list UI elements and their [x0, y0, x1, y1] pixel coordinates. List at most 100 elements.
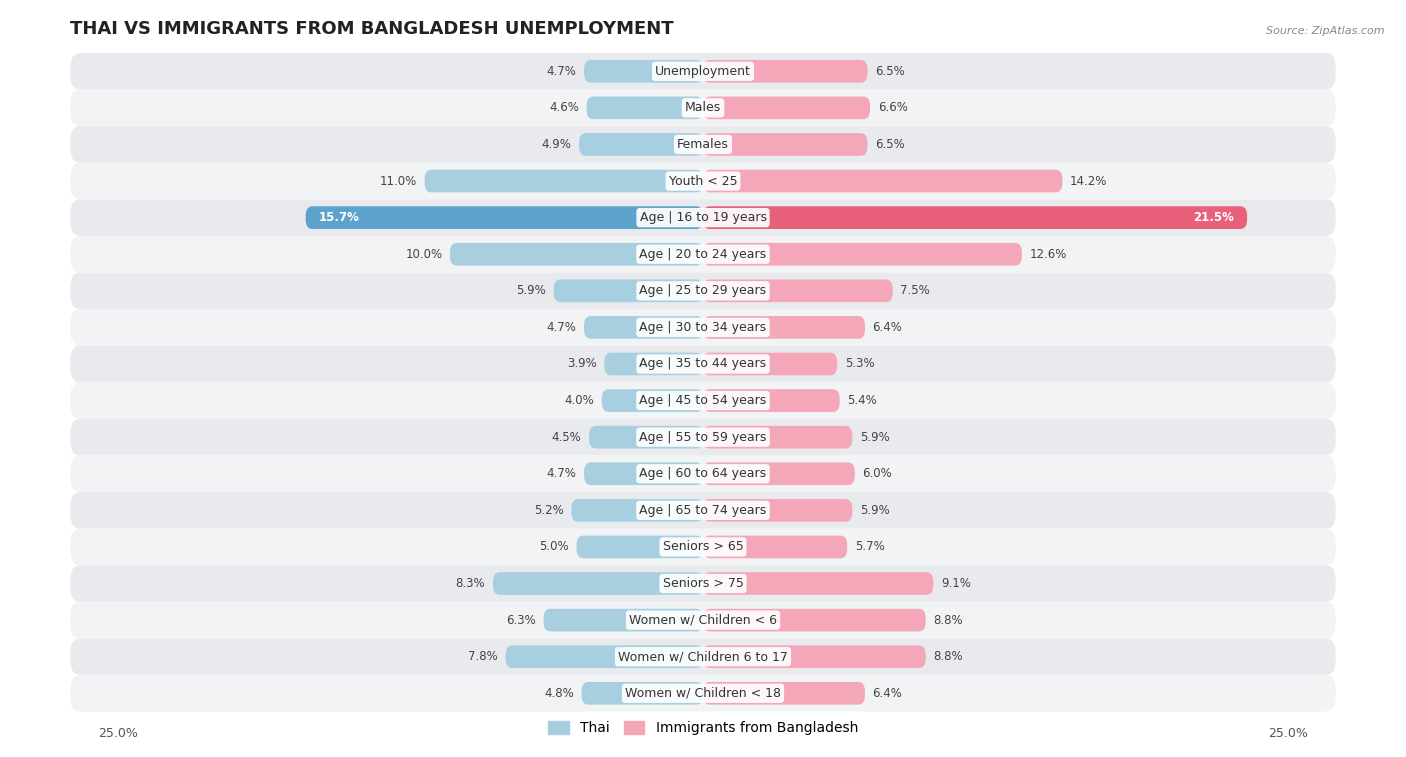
Text: 14.2%: 14.2% [1070, 175, 1108, 188]
Text: Unemployment: Unemployment [655, 65, 751, 78]
FancyBboxPatch shape [70, 89, 1336, 126]
Text: Source: ZipAtlas.com: Source: ZipAtlas.com [1267, 26, 1385, 36]
FancyBboxPatch shape [70, 126, 1336, 163]
Text: 10.0%: 10.0% [405, 248, 443, 260]
Text: 5.7%: 5.7% [855, 540, 884, 553]
Text: 6.0%: 6.0% [862, 467, 893, 480]
FancyBboxPatch shape [586, 97, 703, 119]
FancyBboxPatch shape [602, 389, 703, 412]
Text: Age | 45 to 54 years: Age | 45 to 54 years [640, 394, 766, 407]
Text: 5.9%: 5.9% [860, 504, 890, 517]
Text: 5.4%: 5.4% [848, 394, 877, 407]
FancyBboxPatch shape [576, 536, 703, 558]
Text: Age | 60 to 64 years: Age | 60 to 64 years [640, 467, 766, 480]
Text: Women w/ Children < 6: Women w/ Children < 6 [628, 614, 778, 627]
Text: Age | 25 to 29 years: Age | 25 to 29 years [640, 285, 766, 298]
FancyBboxPatch shape [703, 60, 868, 83]
FancyBboxPatch shape [703, 389, 839, 412]
FancyBboxPatch shape [703, 97, 870, 119]
Text: Age | 16 to 19 years: Age | 16 to 19 years [640, 211, 766, 224]
Text: Women w/ Children < 18: Women w/ Children < 18 [626, 687, 780, 699]
FancyBboxPatch shape [450, 243, 703, 266]
FancyBboxPatch shape [583, 60, 703, 83]
Text: 6.5%: 6.5% [875, 65, 905, 78]
Text: 5.3%: 5.3% [845, 357, 875, 370]
FancyBboxPatch shape [544, 609, 703, 631]
FancyBboxPatch shape [583, 463, 703, 485]
Text: 21.5%: 21.5% [1194, 211, 1234, 224]
FancyBboxPatch shape [583, 316, 703, 338]
Text: 8.8%: 8.8% [934, 614, 963, 627]
Text: THAI VS IMMIGRANTS FROM BANGLADESH UNEMPLOYMENT: THAI VS IMMIGRANTS FROM BANGLADESH UNEMP… [70, 20, 673, 38]
FancyBboxPatch shape [703, 572, 934, 595]
FancyBboxPatch shape [70, 273, 1336, 309]
Text: 8.8%: 8.8% [934, 650, 963, 663]
Text: 8.3%: 8.3% [456, 577, 485, 590]
Text: Age | 30 to 34 years: Age | 30 to 34 years [640, 321, 766, 334]
FancyBboxPatch shape [70, 419, 1336, 456]
FancyBboxPatch shape [70, 675, 1336, 712]
Text: 6.4%: 6.4% [873, 321, 903, 334]
Text: 25.0%: 25.0% [1268, 727, 1308, 740]
Text: 4.9%: 4.9% [541, 138, 571, 151]
FancyBboxPatch shape [703, 243, 1022, 266]
Text: Age | 35 to 44 years: Age | 35 to 44 years [640, 357, 766, 370]
Text: Females: Females [678, 138, 728, 151]
Text: 5.0%: 5.0% [540, 540, 569, 553]
Text: 4.6%: 4.6% [550, 101, 579, 114]
FancyBboxPatch shape [70, 492, 1336, 528]
Text: 11.0%: 11.0% [380, 175, 418, 188]
FancyBboxPatch shape [703, 646, 925, 668]
Text: 15.7%: 15.7% [318, 211, 359, 224]
Text: 6.5%: 6.5% [875, 138, 905, 151]
FancyBboxPatch shape [703, 353, 837, 375]
FancyBboxPatch shape [703, 133, 868, 156]
FancyBboxPatch shape [703, 426, 852, 448]
FancyBboxPatch shape [703, 316, 865, 338]
Text: 9.1%: 9.1% [941, 577, 970, 590]
Text: 3.9%: 3.9% [567, 357, 596, 370]
FancyBboxPatch shape [70, 456, 1336, 492]
FancyBboxPatch shape [554, 279, 703, 302]
Text: 6.4%: 6.4% [873, 687, 903, 699]
FancyBboxPatch shape [571, 499, 703, 522]
Text: 12.6%: 12.6% [1029, 248, 1067, 260]
FancyBboxPatch shape [70, 236, 1336, 273]
Text: Seniors > 65: Seniors > 65 [662, 540, 744, 553]
FancyBboxPatch shape [425, 170, 703, 192]
FancyBboxPatch shape [589, 426, 703, 448]
FancyBboxPatch shape [703, 463, 855, 485]
FancyBboxPatch shape [582, 682, 703, 705]
Text: Age | 65 to 74 years: Age | 65 to 74 years [640, 504, 766, 517]
FancyBboxPatch shape [703, 279, 893, 302]
Text: 5.9%: 5.9% [860, 431, 890, 444]
Text: 4.5%: 4.5% [551, 431, 582, 444]
FancyBboxPatch shape [70, 602, 1336, 638]
Text: 7.8%: 7.8% [468, 650, 498, 663]
FancyBboxPatch shape [506, 646, 703, 668]
FancyBboxPatch shape [70, 528, 1336, 565]
FancyBboxPatch shape [70, 309, 1336, 346]
FancyBboxPatch shape [305, 207, 703, 229]
Legend: Thai, Immigrants from Bangladesh: Thai, Immigrants from Bangladesh [543, 716, 863, 741]
Text: 4.7%: 4.7% [547, 321, 576, 334]
FancyBboxPatch shape [605, 353, 703, 375]
FancyBboxPatch shape [494, 572, 703, 595]
Text: 5.2%: 5.2% [534, 504, 564, 517]
FancyBboxPatch shape [703, 170, 1063, 192]
Text: 4.8%: 4.8% [544, 687, 574, 699]
Text: Age | 20 to 24 years: Age | 20 to 24 years [640, 248, 766, 260]
FancyBboxPatch shape [703, 536, 848, 558]
Text: Seniors > 75: Seniors > 75 [662, 577, 744, 590]
FancyBboxPatch shape [70, 199, 1336, 236]
Text: Women w/ Children 6 to 17: Women w/ Children 6 to 17 [619, 650, 787, 663]
Text: 25.0%: 25.0% [98, 727, 138, 740]
Text: Age | 55 to 59 years: Age | 55 to 59 years [640, 431, 766, 444]
FancyBboxPatch shape [703, 207, 1247, 229]
Text: 4.0%: 4.0% [564, 394, 595, 407]
FancyBboxPatch shape [703, 499, 852, 522]
Text: 7.5%: 7.5% [900, 285, 931, 298]
Text: 6.6%: 6.6% [877, 101, 907, 114]
FancyBboxPatch shape [70, 53, 1336, 89]
Text: 6.3%: 6.3% [506, 614, 536, 627]
